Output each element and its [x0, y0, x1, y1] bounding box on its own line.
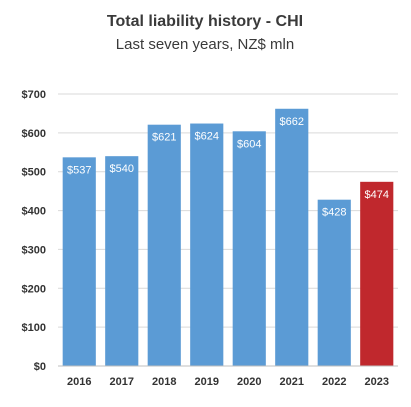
x-tick-label: 2020 — [237, 376, 261, 388]
data-label-2022: $428 — [322, 207, 346, 219]
x-tick-label: 2017 — [110, 376, 134, 388]
bar-2016 — [62, 157, 96, 366]
data-label-2020: $604 — [237, 138, 261, 150]
bar-2017 — [105, 156, 139, 366]
y-tick-label: $600 — [22, 128, 46, 140]
y-tick-label: $700 — [22, 89, 46, 101]
chart-subtitle: Last seven years, NZ$ mln — [116, 36, 294, 53]
y-tick-label: $300 — [22, 244, 46, 256]
bars — [62, 108, 394, 366]
y-tick-label: $0 — [34, 361, 46, 373]
data-label-2021: $662 — [280, 116, 304, 128]
bar-2021 — [275, 108, 309, 366]
data-label-2019: $624 — [195, 131, 219, 143]
bar-2023 — [360, 181, 394, 366]
bar-2018 — [147, 124, 181, 366]
x-tick-label: 2019 — [195, 376, 219, 388]
data-label-2023: $474 — [365, 189, 389, 201]
data-label-2017: $540 — [110, 163, 134, 175]
y-tick-label: $400 — [22, 206, 46, 218]
x-axis-ticks: 2016 2017 2018 2019 2020 2021 2022 2023 — [67, 376, 389, 388]
y-tick-label: $200 — [22, 283, 46, 295]
data-labels: $537 $540 $621 $624 $604 $662 $428 $474 — [67, 116, 389, 219]
x-tick-label: 2022 — [322, 376, 346, 388]
bar-2022 — [317, 199, 351, 366]
y-tick-label: $500 — [22, 167, 46, 179]
x-tick-label: 2018 — [152, 376, 176, 388]
chart-title: Total liability history - CHI — [107, 13, 303, 30]
x-tick-label: 2023 — [365, 376, 389, 388]
bar-2019 — [190, 123, 224, 366]
data-label-2016: $537 — [67, 164, 91, 176]
y-tick-label: $100 — [22, 322, 46, 334]
x-tick-label: 2016 — [67, 376, 91, 388]
y-axis-ticks: $0 $100 $200 $300 $400 $500 $600 $700 — [22, 89, 46, 373]
bar-2020 — [232, 131, 266, 366]
x-tick-label: 2021 — [280, 376, 304, 388]
data-label-2018: $621 — [152, 132, 176, 144]
